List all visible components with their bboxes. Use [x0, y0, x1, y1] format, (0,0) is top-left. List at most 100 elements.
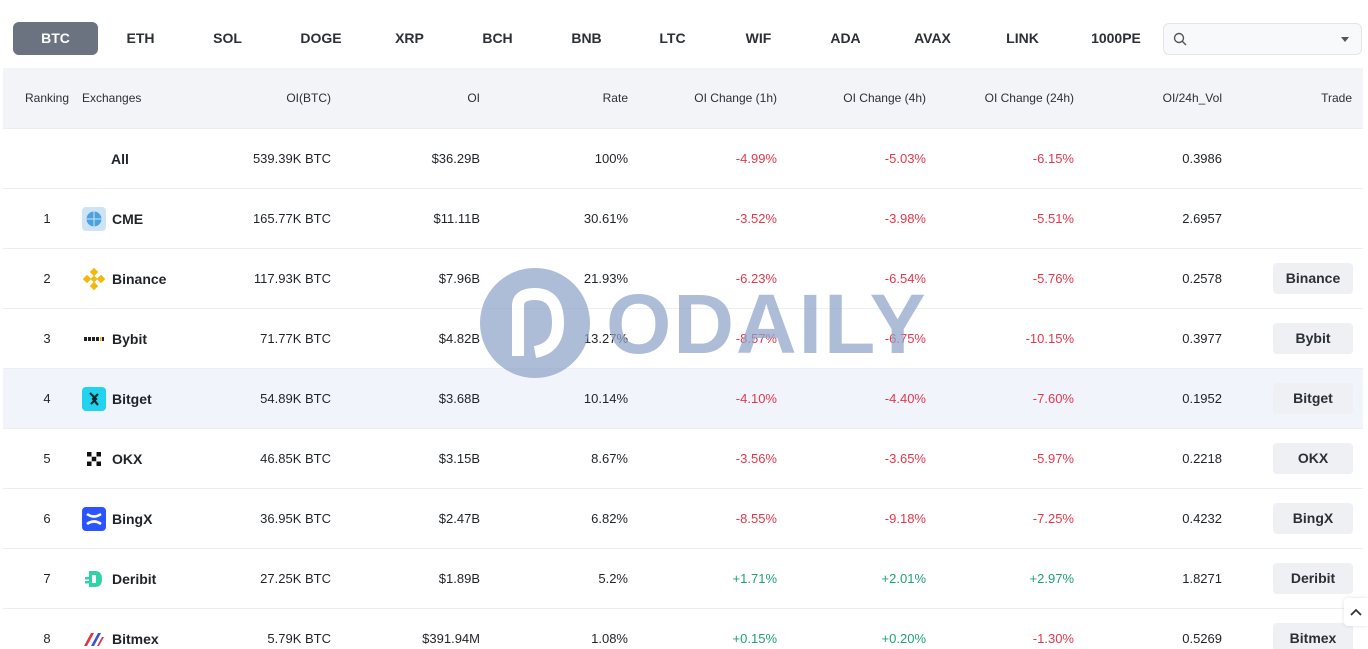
- exchange-cell[interactable]: BingX: [82, 489, 152, 549]
- cell-oi: $2.47B: [438, 511, 480, 526]
- tab-wif[interactable]: WIF: [745, 30, 772, 46]
- header-oi-change-24h[interactable]: OI Change (24h): [984, 91, 1074, 105]
- cell-oi: $11.11B: [433, 211, 480, 226]
- cell-change-24h: -6.15%: [1032, 151, 1074, 166]
- exchange-cell[interactable]: OKX: [82, 429, 142, 489]
- cell-change-24h: -7.60%: [1032, 391, 1074, 406]
- cell-rate: 5.2%: [598, 571, 628, 586]
- tab-bch[interactable]: BCH: [482, 30, 513, 46]
- trade-button-bitmex[interactable]: Bitmex: [1273, 623, 1353, 649]
- cell-oi-24h-vol: 0.4232: [1182, 511, 1222, 526]
- tab-doge[interactable]: DOGE: [300, 30, 342, 46]
- table-row: 5 OKX 46.85K BTC $3.15B 8.67% -3.56% -3.65% -5.…: [3, 428, 1363, 488]
- bitmex-icon: [82, 627, 106, 649]
- exchange-name: Binance: [112, 271, 167, 287]
- exchange-cell[interactable]: CME: [82, 189, 143, 249]
- trade-button-bitget[interactable]: Bitget: [1273, 383, 1353, 414]
- trade-button-bybit[interactable]: Bybit: [1273, 323, 1353, 354]
- exchange-name: Deribit: [112, 571, 157, 587]
- cell-oi-btc: 36.95K BTC: [260, 511, 331, 526]
- tab-1000pe[interactable]: 1000PE: [1091, 30, 1141, 46]
- tab-sol[interactable]: SOL: [213, 30, 242, 46]
- search-input[interactable]: [1194, 28, 1334, 50]
- cell-change-1h: -4.99%: [735, 151, 777, 166]
- cell-change-4h: -5.03%: [884, 151, 926, 166]
- cell-change-4h: -4.40%: [884, 391, 926, 406]
- cell-change-24h: -7.25%: [1032, 511, 1074, 526]
- tab-btc[interactable]: BTC: [13, 22, 98, 55]
- tab-eth[interactable]: ETH: [126, 30, 155, 46]
- table-row: 2 Binance 117.93K BTC $7.96B 21.93% -6.23% -6.…: [3, 248, 1363, 308]
- cell-change-24h: -5.51%: [1032, 211, 1074, 226]
- tab-avax[interactable]: AVAX: [914, 30, 951, 46]
- cell-change-4h: +2.01%: [881, 571, 926, 586]
- cell-change-4h: -3.98%: [884, 211, 926, 226]
- exchange-cell[interactable]: Bitmex: [82, 609, 159, 649]
- cell-change-24h: -5.97%: [1032, 451, 1074, 466]
- cell-change-1h: -8.55%: [735, 511, 777, 526]
- table-row: 4 Bitget 54.89K BTC $3.68B 10.14% -4.10% -4.40…: [3, 368, 1363, 428]
- tab-xrp[interactable]: XRP: [395, 30, 424, 46]
- symbol-tab-bar: BTC ETH SOL DOGE XRP BCH BNB LTC WIF ADA AVAX LINK 1…: [0, 0, 1368, 68]
- cell-oi: $36.29B: [431, 151, 480, 166]
- header-oi[interactable]: OI: [467, 91, 480, 105]
- header-trade: Trade: [1321, 91, 1352, 105]
- exchange-cell[interactable]: Bitget: [82, 369, 152, 429]
- trade-button-deribit[interactable]: Deribit: [1273, 563, 1353, 594]
- chevron-down-icon[interactable]: [1341, 37, 1349, 42]
- open-interest-table: Ranking Exchanges OI(BTC) OI Rate OI Cha…: [3, 68, 1363, 649]
- cell-rank: 4: [43, 391, 51, 406]
- cell-change-4h: -3.65%: [884, 451, 926, 466]
- chevron-up-icon: [1350, 608, 1362, 616]
- cell-oi-24h-vol: 0.1952: [1182, 391, 1222, 406]
- cell-change-24h: -1.30%: [1032, 631, 1074, 646]
- exchange-name: Bitmex: [112, 631, 159, 647]
- exchange-cell[interactable]: Bybit: [82, 309, 147, 369]
- exchange-cell[interactable]: Deribit: [82, 549, 156, 609]
- cell-change-4h: -6.75%: [884, 331, 926, 346]
- cell-change-4h: -9.18%: [884, 511, 926, 526]
- cell-oi-btc: 5.79K BTC: [267, 631, 331, 646]
- cell-oi-24h-vol: 1.8271: [1182, 571, 1222, 586]
- header-exchanges: Exchanges: [82, 91, 142, 105]
- exchange-cell[interactable]: Binance: [82, 249, 166, 309]
- cell-rate: 21.93%: [583, 271, 628, 286]
- cell-oi-btc: 539.39K BTC: [252, 151, 331, 166]
- cell-change-24h: -5.76%: [1032, 271, 1074, 286]
- cell-oi: $3.68B: [438, 391, 480, 406]
- tab-ltc[interactable]: LTC: [659, 30, 686, 46]
- symbol-tabs: BTC ETH SOL DOGE XRP BCH BNB LTC WIF ADA AVAX LINK 1…: [13, 22, 1155, 55]
- cell-oi-24h-vol: 2.6957: [1182, 211, 1222, 226]
- cell-oi: $1.89B: [438, 571, 480, 586]
- globe-icon: [82, 207, 106, 231]
- cell-change-1h: -8.57%: [735, 331, 777, 346]
- search-select[interactable]: [1163, 23, 1362, 55]
- header-oi-change-4h[interactable]: OI Change (4h): [843, 91, 926, 105]
- cell-rate: 8.67%: [591, 451, 628, 466]
- trade-button-binance[interactable]: Binance: [1273, 263, 1353, 294]
- cell-change-1h: -6.23%: [735, 271, 777, 286]
- cell-rank: 7: [43, 571, 51, 586]
- bitget-icon: [82, 387, 106, 411]
- search-icon: [1173, 32, 1187, 46]
- tab-link[interactable]: LINK: [1006, 30, 1039, 46]
- tab-bnb[interactable]: BNB: [571, 30, 602, 46]
- cell-oi-btc: 27.25K BTC: [260, 571, 331, 586]
- trade-button-bingx[interactable]: BingX: [1273, 503, 1353, 534]
- header-oi-24h-vol[interactable]: OI/24h_Vol: [1162, 91, 1222, 105]
- cell-oi: $3.15B: [438, 451, 480, 466]
- trade-button-okx[interactable]: OKX: [1273, 443, 1353, 474]
- cell-change-24h: +2.97%: [1029, 571, 1074, 586]
- cell-change-1h: +1.71%: [732, 571, 777, 586]
- table-row: 7 Deribit 27.25K BTC $1.89B 5.2% +1.71% +2.01%…: [3, 548, 1363, 608]
- cell-change-24h: -10.15%: [1025, 331, 1074, 346]
- table-row: 6 BingX 36.95K BTC $2.47B 6.82% -8.55% -9.18% -…: [3, 488, 1363, 548]
- scroll-to-top-button[interactable]: [1344, 598, 1368, 626]
- cell-oi: $391.94M: [422, 631, 480, 646]
- header-oi-btc[interactable]: OI(BTC): [286, 91, 331, 105]
- header-rate[interactable]: Rate: [602, 91, 628, 105]
- cell-oi-24h-vol: 0.2578: [1182, 271, 1222, 286]
- tab-ada[interactable]: ADA: [830, 30, 861, 46]
- table-row: 3 Bybit 71.77K BTC $4.82B 13.27% -8.57% -6.75%…: [3, 308, 1363, 368]
- header-oi-change-1h[interactable]: OI Change (1h): [694, 91, 777, 105]
